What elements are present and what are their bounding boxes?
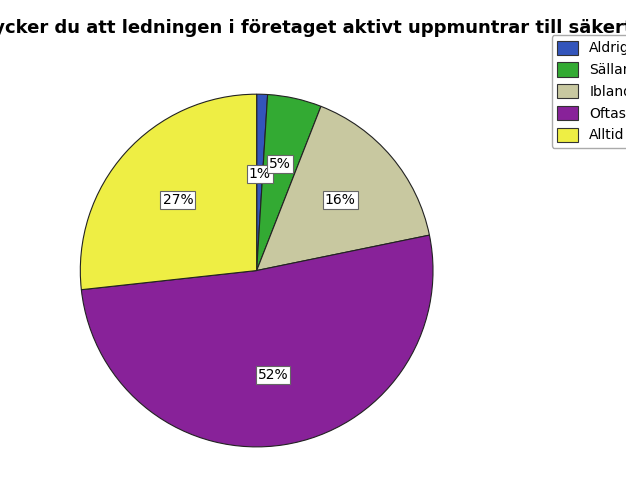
Wedge shape xyxy=(257,106,429,271)
Wedge shape xyxy=(257,95,321,271)
Text: 1%: 1% xyxy=(249,167,270,180)
Text: 27%: 27% xyxy=(163,193,193,207)
Text: 52%: 52% xyxy=(258,368,289,382)
Legend: Aldrig, Sällan, Ibland, Oftast, Alltid: Aldrig, Sällan, Ibland, Oftast, Alltid xyxy=(552,35,626,148)
Wedge shape xyxy=(257,94,268,271)
Wedge shape xyxy=(80,94,257,290)
Text: 16%: 16% xyxy=(325,193,356,207)
Wedge shape xyxy=(81,235,433,447)
Text: 5%: 5% xyxy=(269,157,291,171)
Text: Tycker du att ledningen i företaget aktivt uppmuntrar till säkert arbete?: Tycker du att ledningen i företaget akti… xyxy=(0,20,626,38)
